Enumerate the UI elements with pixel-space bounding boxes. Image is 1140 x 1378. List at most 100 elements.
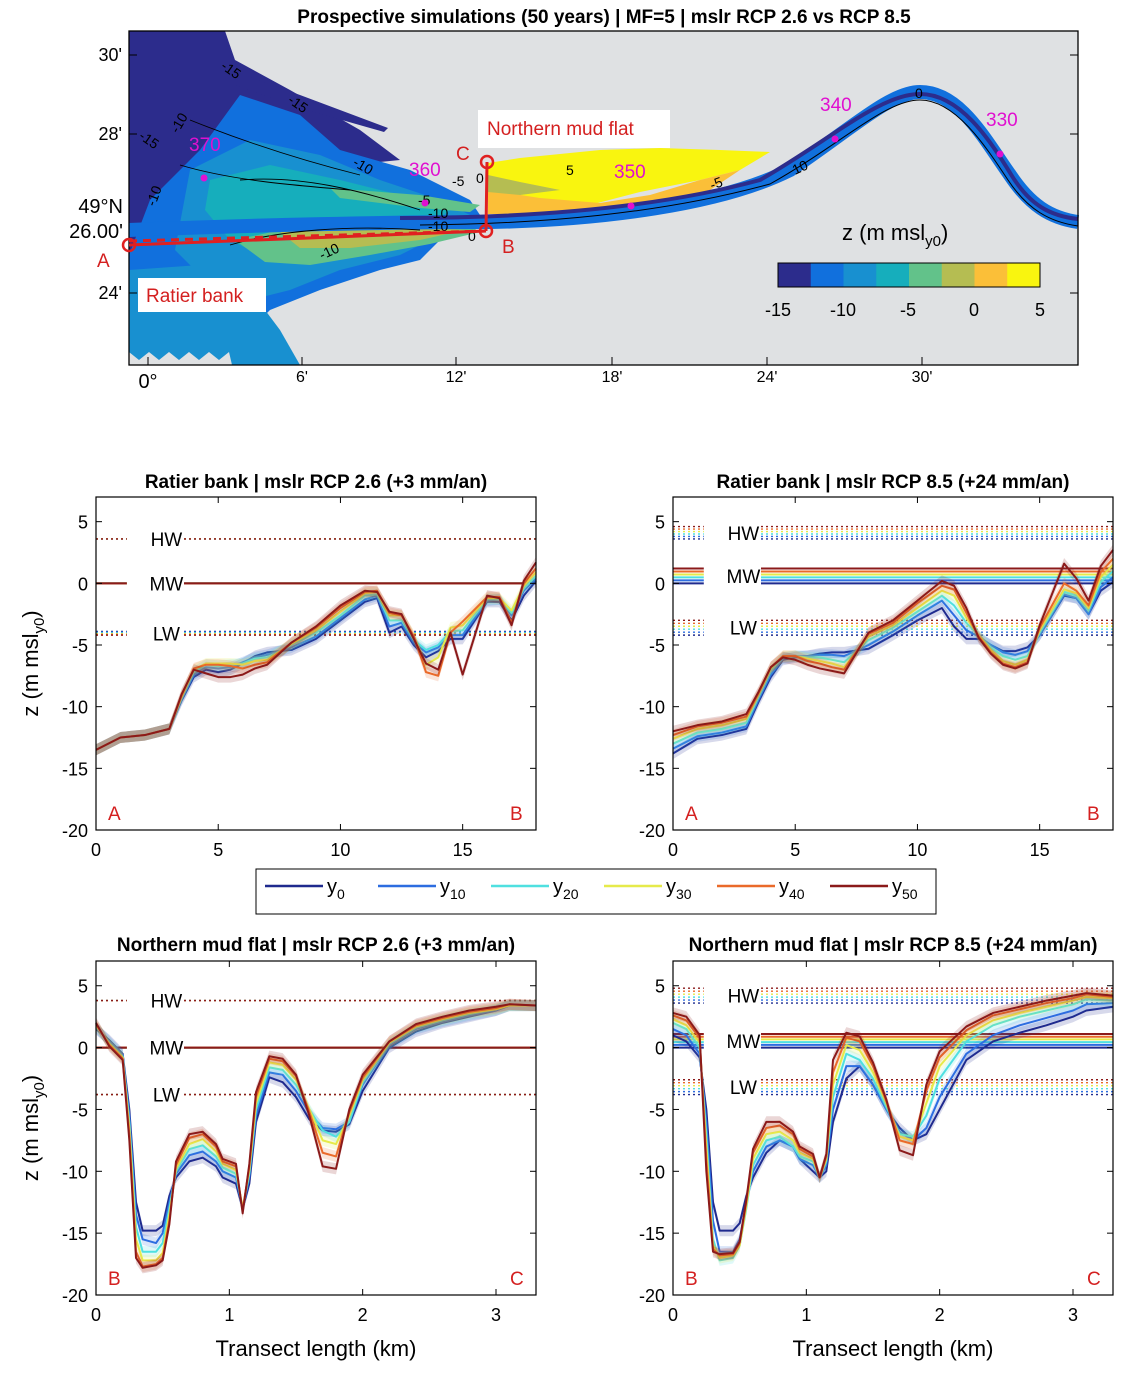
map-transects: A B C [97, 144, 515, 272]
km-marker-label: 370 [189, 135, 221, 156]
chart-mudflat-rcp26: Northern mud flat | mslr RCP 2.6 (+3 mm/… [18, 935, 537, 1361]
bathy-mudflat-orange [488, 170, 740, 214]
legend-items: y0 y10 y20 y30 y40 y50 [265, 876, 918, 902]
y-tick-label: 0 [78, 574, 88, 594]
y-tick-label: -10 [639, 698, 665, 718]
chart-ratier-rcp85: Ratier bank | mslr RCP 8.5 (+24 mm/an) HW… [639, 472, 1114, 860]
y-tick-label: -5 [649, 1100, 665, 1120]
transect-bc [484, 161, 489, 232]
series-band [96, 572, 536, 756]
y-tick-label: -20 [62, 1286, 88, 1306]
x-tick-label: 2 [935, 1305, 945, 1325]
point-label-c: C [456, 144, 470, 165]
series-line [672, 1002, 1114, 1253]
bathy-main-channel-core [399, 91, 1079, 221]
y-tick-label: 0 [78, 1039, 88, 1059]
x-tick-label: 10 [330, 840, 350, 860]
transect-point-c [479, 154, 495, 170]
legend-label-prefix: y [553, 876, 563, 898]
chart-title: Ratier bank | mslr RCP 8.5 (+24 mm/an) [717, 472, 1070, 493]
km-marker-dot [627, 202, 635, 210]
map-lat-tick-label: 24' [99, 283, 122, 303]
tide-level-label-mw: MW [727, 567, 761, 588]
tide-level-label-lw: LW [730, 619, 757, 640]
contour-label: -10 [428, 218, 448, 234]
y-axis-label-main: z (m msl [18, 1098, 43, 1181]
contour-label: 0 [915, 85, 923, 101]
chart-ratier-rcp26: Ratier bank | mslr RCP 2.6 (+3 mm/an) HW M… [18, 472, 537, 860]
colorbar-frame [777, 262, 1041, 288]
contour-label: 0 [468, 228, 476, 244]
plot-area [96, 497, 536, 830]
corner-label-end: B [510, 804, 523, 825]
y-tick-label: 0 [655, 574, 665, 594]
series-line [95, 561, 537, 751]
mudflat-label: Northern mud flat [487, 119, 635, 140]
bathy-mudflat-olive [488, 175, 560, 195]
y-tick-label: -20 [639, 821, 665, 841]
y-tick-label: -10 [639, 1162, 665, 1182]
colorbar-title-sub: y0 [925, 233, 941, 250]
legend-label: y10 [440, 876, 466, 902]
y-tick-label: 5 [655, 977, 665, 997]
x-tick-label: 10 [907, 840, 927, 860]
transect-point-b [478, 223, 494, 239]
series-line [672, 570, 1114, 745]
km-marker-label: 330 [986, 110, 1018, 131]
series-band [96, 570, 536, 756]
x-tick-label: 0 [91, 1305, 101, 1325]
y-axis-label-end: ) [18, 610, 43, 617]
legend-label-sub: 0 [337, 886, 345, 902]
contour-label: -10 [428, 205, 448, 221]
x-tick-label: 3 [491, 1305, 501, 1325]
tide-level-label-hw: HW [728, 524, 760, 545]
bathy-deep-spit [230, 70, 388, 132]
x-tick-label: 2 [358, 1305, 368, 1325]
legend-label-sub: 30 [676, 886, 692, 902]
mudflat-label-box [478, 110, 670, 148]
series-line [95, 1004, 536, 1232]
series-line [672, 992, 1114, 1256]
tide-level-label-lw: LW [153, 1086, 180, 1107]
y-tick-label: -15 [639, 759, 665, 779]
axes-frame [672, 496, 1114, 831]
series-line [672, 549, 1114, 733]
y-tick-label: -20 [639, 1286, 665, 1306]
bathy-mudflat-yellow [488, 148, 770, 212]
x-tick-label: 1 [801, 1305, 811, 1325]
transect-point-a [121, 237, 137, 253]
map-lat-tick-label: 28' [99, 124, 122, 144]
contour-label: 10 [790, 157, 811, 178]
chart-mudflat-rcp85: Northern mud flat | mslr RCP 8.5 (+24 mm… [639, 935, 1114, 1361]
x-tick-label: 5 [213, 840, 223, 860]
corner-label-end: C [510, 1269, 524, 1290]
legend-label-prefix: y [440, 876, 450, 898]
km-marker-label: 350 [614, 162, 646, 183]
axes-frame [95, 960, 537, 1296]
colorbar-title-end: ) [941, 220, 948, 245]
chart-title: Ratier bank | mslr RCP 2.6 (+3 mm/an) [145, 472, 487, 493]
legend-label: y0 [327, 876, 345, 902]
transect-ab-dashed [128, 229, 487, 243]
map-lon-tick-label: 18' [602, 369, 623, 386]
colorbar-swatch [974, 263, 1008, 287]
bathy-grid-edge [129, 352, 232, 365]
axes-frame [95, 496, 537, 831]
x-tick-label: 15 [1030, 840, 1050, 860]
legend-label-prefix: y [327, 876, 337, 898]
map-lat-ref-degrees: 49°N [78, 196, 123, 218]
colorbar-tick: -10 [830, 300, 856, 320]
contour-label: -10 [317, 240, 342, 263]
bathy-contour-lines [179, 119, 421, 246]
map-lon-tick-label: 0° [138, 371, 157, 393]
colorbar-tick: -5 [900, 300, 916, 320]
map-title: Prospective simulations (50 years) | MF=… [297, 7, 911, 28]
corner-label-start: B [108, 1269, 121, 1290]
map-colorbar: z (m msly0) -15 -10 -5 0 5 [765, 220, 1045, 320]
legend-label: y20 [553, 876, 579, 902]
point-label-a: A [97, 251, 110, 272]
map-frame [128, 30, 1079, 366]
ratier-bank-label: Ratier bank [146, 286, 244, 307]
legend-label: y50 [892, 876, 918, 902]
